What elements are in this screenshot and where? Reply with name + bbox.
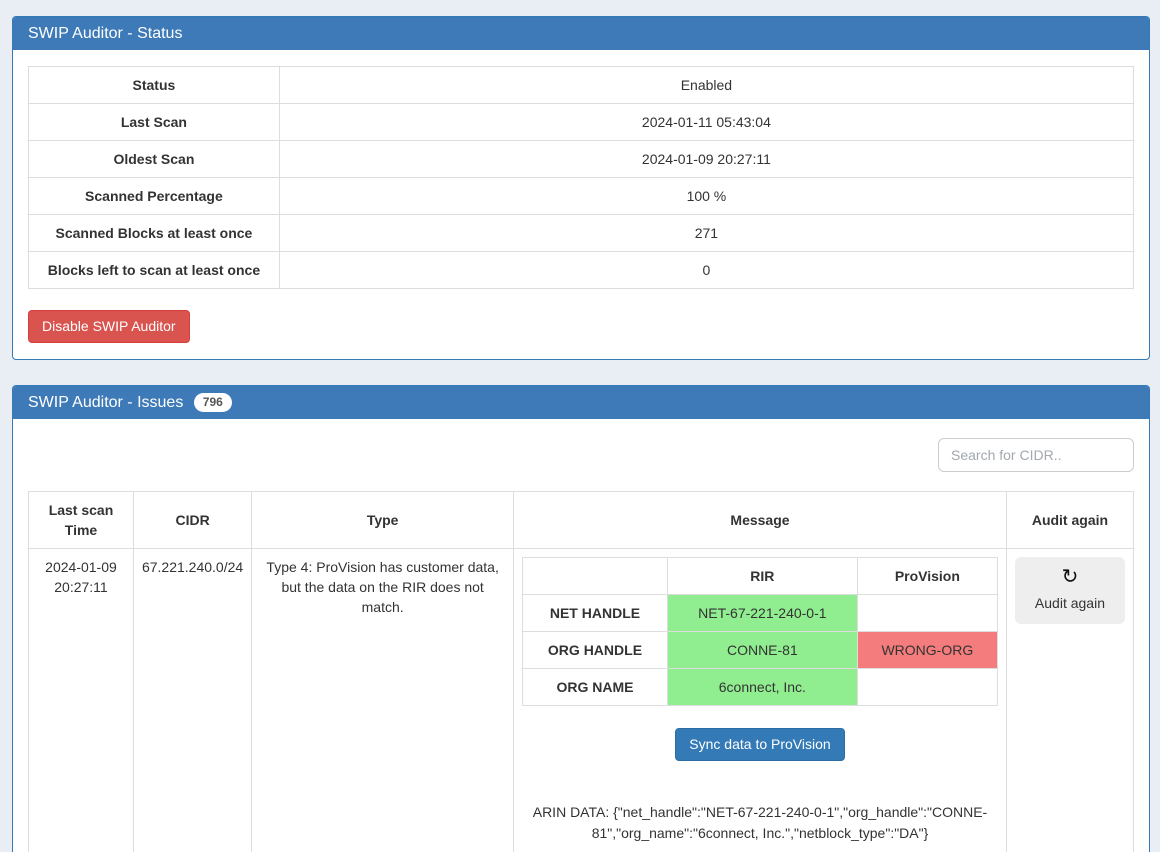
search-input[interactable]: [938, 438, 1134, 473]
org-name-provision-value: [856, 668, 998, 707]
arin-data-text: ARIN DATA: {"net_handle":"NET-67-221-240…: [532, 804, 988, 842]
comparison-header-provision: ProVision: [856, 557, 998, 596]
net-handle-rir-value: NET-67-221-240-0-1: [666, 594, 858, 633]
col-header-type: Type: [251, 491, 515, 550]
issue-row: 2024-01-09 20:27:11 67.221.240.0/24 Type…: [28, 548, 1135, 852]
issues-panel-body: Last scan Time CIDR Type Message Audit a…: [13, 419, 1149, 852]
comparison-row-net-handle: NET HANDLE NET-67-221-240-0-1: [522, 594, 998, 633]
col-header-last-scan-time: Last scan Time: [28, 491, 134, 550]
issues-panel-title: SWIP Auditor - Issues: [28, 394, 184, 411]
status-panel: SWIP Auditor - Status Status Enabled Las…: [12, 16, 1150, 360]
refresh-icon: ↻: [1061, 566, 1079, 589]
status-value: Enabled: [278, 66, 1135, 104]
comparison-corner-cell: [522, 557, 668, 596]
net-handle-provision-value: [856, 594, 998, 633]
org-handle-rir-value: CONNE-81: [666, 631, 858, 670]
table-row: Scanned Blocks at least once 271: [28, 214, 1135, 252]
table-row: Oldest Scan 2024-01-09 20:27:11: [28, 140, 1135, 178]
scanned-blocks-label: Scanned Blocks at least once: [28, 214, 280, 252]
audit-again-label: Audit again: [1034, 595, 1105, 612]
oldest-scan-value: 2024-01-09 20:27:11: [278, 140, 1135, 178]
org-name-label: ORG NAME: [522, 668, 668, 707]
issues-count-badge: 796: [193, 393, 232, 413]
org-handle-label: ORG HANDLE: [522, 631, 668, 670]
comparison-header-rir: RIR: [666, 557, 858, 596]
search-row: [28, 438, 1134, 473]
scanned-percentage-value: 100 %: [278, 177, 1135, 215]
net-handle-label: NET HANDLE: [522, 594, 668, 633]
issues-panel: SWIP Auditor - Issues 796 Last scan Time: [12, 385, 1150, 852]
sync-button-wrap: Sync data to ProVision: [522, 728, 998, 762]
scanned-blocks-value: 271: [278, 214, 1135, 252]
scanned-percentage-label: Scanned Percentage: [28, 177, 280, 215]
comparison-row-org-name: ORG NAME 6connect, Inc.: [522, 668, 998, 707]
col-header-audit-again: Audit again: [1005, 491, 1135, 550]
sync-data-to-provision-button[interactable]: Sync data to ProVision: [675, 728, 845, 762]
issues-table: Last scan Time CIDR Type Message Audit a…: [28, 491, 1135, 852]
issues-panel-header: SWIP Auditor - Issues 796: [13, 386, 1149, 420]
status-panel-header: SWIP Auditor - Status: [13, 17, 1149, 50]
status-panel-body: Status Enabled Last Scan 2024-01-11 05:4…: [13, 50, 1149, 359]
issue-message-cell: RIR ProVision NET HANDLE NET-67-221-240-…: [513, 548, 1007, 852]
org-name-rir-value: 6connect, Inc.: [666, 668, 858, 707]
issue-audit-cell: ↻ Audit again: [1005, 548, 1135, 852]
issue-last-scan-time: 2024-01-09 20:27:11: [28, 548, 134, 852]
audit-again-button[interactable]: ↻ Audit again: [1014, 557, 1125, 625]
comparison-row-org-handle: ORG HANDLE CONNE-81 WRONG-ORG: [522, 631, 998, 670]
col-header-cidr: CIDR: [132, 491, 253, 550]
issue-type: Type 4: ProVision has customer data, but…: [251, 548, 515, 852]
last-scan-value: 2024-01-11 05:43:04: [278, 103, 1135, 141]
rir-provision-comparison-table: RIR ProVision NET HANDLE NET-67-221-240-…: [522, 557, 998, 707]
table-row: Last Scan 2024-01-11 05:43:04: [28, 103, 1135, 141]
status-panel-title: SWIP Auditor - Status: [28, 25, 183, 42]
oldest-scan-label: Oldest Scan: [28, 140, 280, 178]
status-table: Status Enabled Last Scan 2024-01-11 05:4…: [28, 66, 1135, 289]
table-row: Blocks left to scan at least once 0: [28, 251, 1135, 289]
org-handle-provision-value: WRONG-ORG: [856, 631, 998, 670]
col-header-message: Message: [513, 491, 1007, 550]
table-row: Status Enabled: [28, 66, 1135, 104]
comparison-header-row: RIR ProVision: [522, 557, 998, 596]
blocks-left-value: 0: [278, 251, 1135, 289]
blocks-left-label: Blocks left to scan at least once: [28, 251, 280, 289]
disable-swip-auditor-button[interactable]: Disable SWIP Auditor: [28, 310, 190, 343]
table-row: Scanned Percentage 100 %: [28, 177, 1135, 215]
issue-cidr: 67.221.240.0/24: [132, 548, 253, 852]
last-scan-label: Last Scan: [28, 103, 280, 141]
status-label: Status: [28, 66, 280, 104]
issues-table-header-row: Last scan Time CIDR Type Message Audit a…: [28, 491, 1135, 550]
